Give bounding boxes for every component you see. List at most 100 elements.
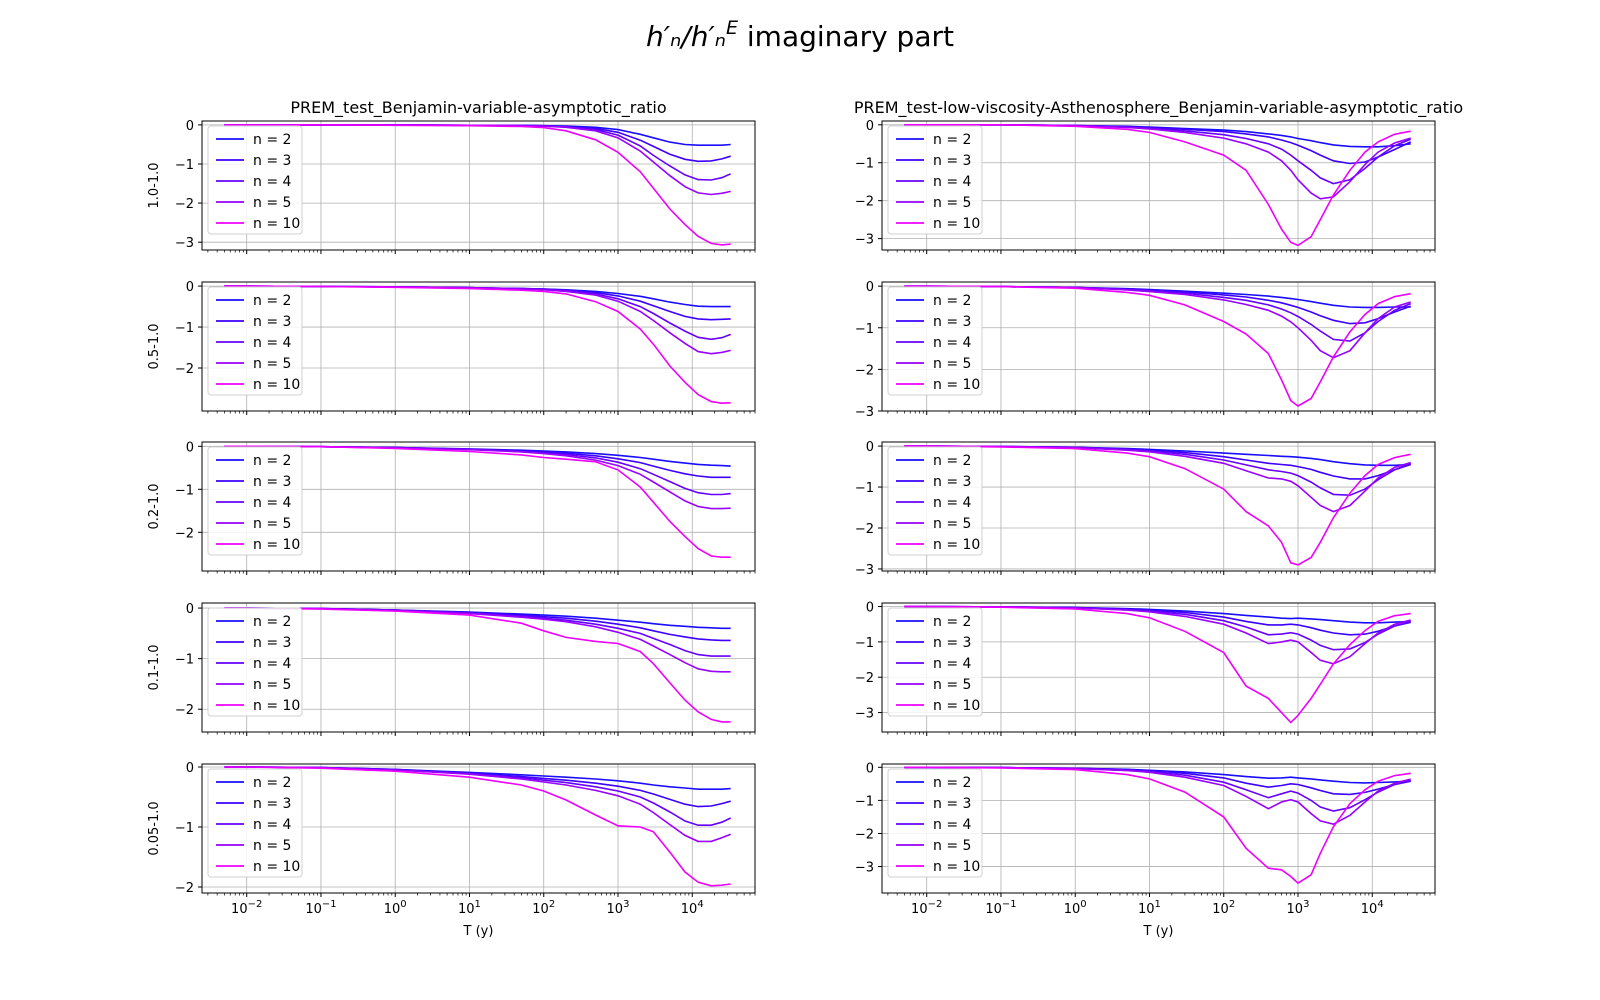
legend-entry-label: n = 4	[253, 495, 292, 511]
legend-entry-label: n = 2	[933, 293, 971, 309]
legend-entry-label: n = 4	[933, 174, 972, 190]
axes-frame	[201, 441, 756, 572]
figure-suptitle: h′ₙ/h′ₙE imaginary part	[646, 17, 954, 53]
legend-box	[887, 607, 983, 717]
y-tick-label: 0	[866, 440, 874, 455]
subplot-grid: 0 −1 −2 −3 PREM_test_Benjamin-variable-asymp…	[147, 98, 1463, 939]
axes-frame	[881, 120, 1436, 251]
y-tick-label: −1	[175, 483, 194, 498]
figure-suptitle-superscript: E	[726, 17, 738, 39]
series-line-n5	[904, 445, 1411, 513]
legend-entry-label: n = 2	[253, 132, 291, 148]
series-line-n10	[904, 445, 1411, 566]
y-axis-label: 1.0-1.0	[147, 162, 162, 208]
legend-box	[887, 286, 983, 396]
series-line-n10	[224, 766, 731, 887]
series-line-n10	[904, 605, 1411, 724]
legend-entry-label: n = 2	[253, 293, 291, 309]
legend-entry-label: n = 2	[933, 775, 971, 791]
axes-frame	[881, 602, 1436, 733]
subplot-title: PREM_test-low-viscosity-Asthenosphere_Be…	[854, 98, 1463, 118]
subplot: 0 −1 −2 −3 n = 2 n = 3 n = 4 n = 5 n = 10	[855, 601, 1436, 736]
y-tick-label: −1	[175, 653, 194, 668]
legend: n = 2 n = 3 n = 4 n = 5 n = 10	[887, 768, 983, 878]
legend: n = 2 n = 3 n = 4 n = 5 n = 10	[207, 286, 303, 396]
subplot: 0 −1 −2 −3 PREM_test-low-viscosity-Asthenosp…	[854, 98, 1463, 254]
legend-entry-label: n = 3	[933, 474, 971, 490]
legend-entry-label: n = 3	[933, 796, 971, 812]
legend-entry-label: n = 5	[933, 356, 971, 372]
x-axis-label: T (y)	[463, 924, 494, 939]
legend: n = 2 n = 3 n = 4 n = 5 n = 10	[207, 125, 303, 235]
subplot: 0 −1 −2 0.1-1.0 n = 2 n = 3 n = 4 n = 5 n = 10	[147, 602, 756, 736]
legend-entry-label: n = 2	[253, 614, 291, 630]
legend-entry-label: n = 10	[253, 216, 300, 232]
figure-suptitle-main: h′ₙ/h′ₙ	[646, 20, 726, 53]
subplot: 0 −1 −2 −3 10−2 10−1 100 101 102 103 104 T (y) n = 2…	[855, 761, 1436, 939]
series-line-n5	[904, 605, 1411, 665]
legend-entry-label: n = 2	[933, 132, 971, 148]
y-tick-label: 0	[866, 761, 874, 776]
y-tick-label: −2	[855, 827, 874, 842]
axes-frame	[881, 763, 1436, 894]
legend-entry-label: n = 5	[933, 677, 971, 693]
legend-entry-label: n = 5	[253, 838, 291, 854]
x-tick-label: 10−1	[305, 899, 336, 917]
y-tick-label: −3	[175, 236, 194, 251]
legend-entry-label: n = 5	[253, 516, 291, 532]
y-axis-label: 0.2-1.0	[147, 483, 162, 529]
legend-entry-label: n = 5	[253, 677, 291, 693]
legend: n = 2 n = 3 n = 4 n = 5 n = 10	[887, 286, 983, 396]
y-tick-label: −2	[855, 363, 874, 378]
y-axis-label: 0.1-1.0	[147, 644, 162, 690]
y-tick-label: −2	[175, 362, 194, 377]
legend-entry-label: n = 2	[933, 453, 971, 469]
legend-entry-label: n = 5	[933, 195, 971, 211]
legend-entry-label: n = 4	[253, 817, 292, 833]
legend-box	[207, 286, 303, 396]
legend-entry-label: n = 3	[253, 153, 291, 169]
y-tick-label: −2	[175, 703, 194, 718]
legend-entry-label: n = 3	[253, 314, 291, 330]
y-tick-label: −2	[855, 671, 874, 686]
legend-entry-label: n = 3	[933, 153, 971, 169]
x-axis-label: T (y)	[1143, 924, 1174, 939]
legend-entry-label: n = 10	[933, 859, 980, 875]
subplot: 0 −1 −2 −3 n = 2 n = 3 n = 4 n = 5 n = 10	[855, 280, 1436, 420]
y-tick-label: 0	[186, 119, 194, 134]
y-tick-label: 0	[186, 602, 194, 617]
y-tick-label: −3	[855, 233, 874, 248]
x-tick-label: 102	[1212, 899, 1235, 917]
series-line-n10	[224, 445, 731, 558]
legend: n = 2 n = 3 n = 4 n = 5 n = 10	[207, 768, 303, 878]
y-tick-label: −2	[175, 197, 194, 212]
legend-entry-label: n = 2	[253, 453, 291, 469]
legend-entry-label: n = 4	[933, 817, 972, 833]
y-tick-label: −1	[175, 321, 194, 336]
series-line-n5	[904, 124, 1411, 200]
y-tick-label: −1	[175, 821, 194, 836]
legend-entry-label: n = 10	[253, 698, 300, 714]
axes-frame	[881, 441, 1436, 572]
legend: n = 2 n = 3 n = 4 n = 5 n = 10	[887, 607, 983, 717]
x-tick-label: 101	[1138, 899, 1161, 917]
legend-entry-label: n = 2	[253, 775, 291, 791]
legend-box	[207, 607, 303, 717]
x-tick-label: 104	[1361, 899, 1384, 917]
legend-entry-label: n = 5	[253, 356, 291, 372]
figure-suptitle-rest: imaginary part	[738, 20, 954, 53]
y-tick-label: 0	[866, 280, 874, 295]
y-tick-label: 0	[866, 601, 874, 616]
legend-entry-label: n = 4	[933, 656, 972, 672]
legend-entry-label: n = 10	[933, 698, 980, 714]
series-line-n5	[904, 766, 1411, 826]
legend-entry-label: n = 3	[253, 635, 291, 651]
y-tick-label: −1	[855, 794, 874, 809]
y-tick-label: −2	[855, 522, 874, 537]
y-tick-label: −1	[855, 636, 874, 651]
legend-entry-label: n = 5	[933, 516, 971, 532]
y-tick-label: 0	[866, 119, 874, 134]
legend-box	[887, 768, 983, 878]
legend-entry-label: n = 10	[253, 377, 300, 393]
series-line-n10	[224, 607, 731, 723]
